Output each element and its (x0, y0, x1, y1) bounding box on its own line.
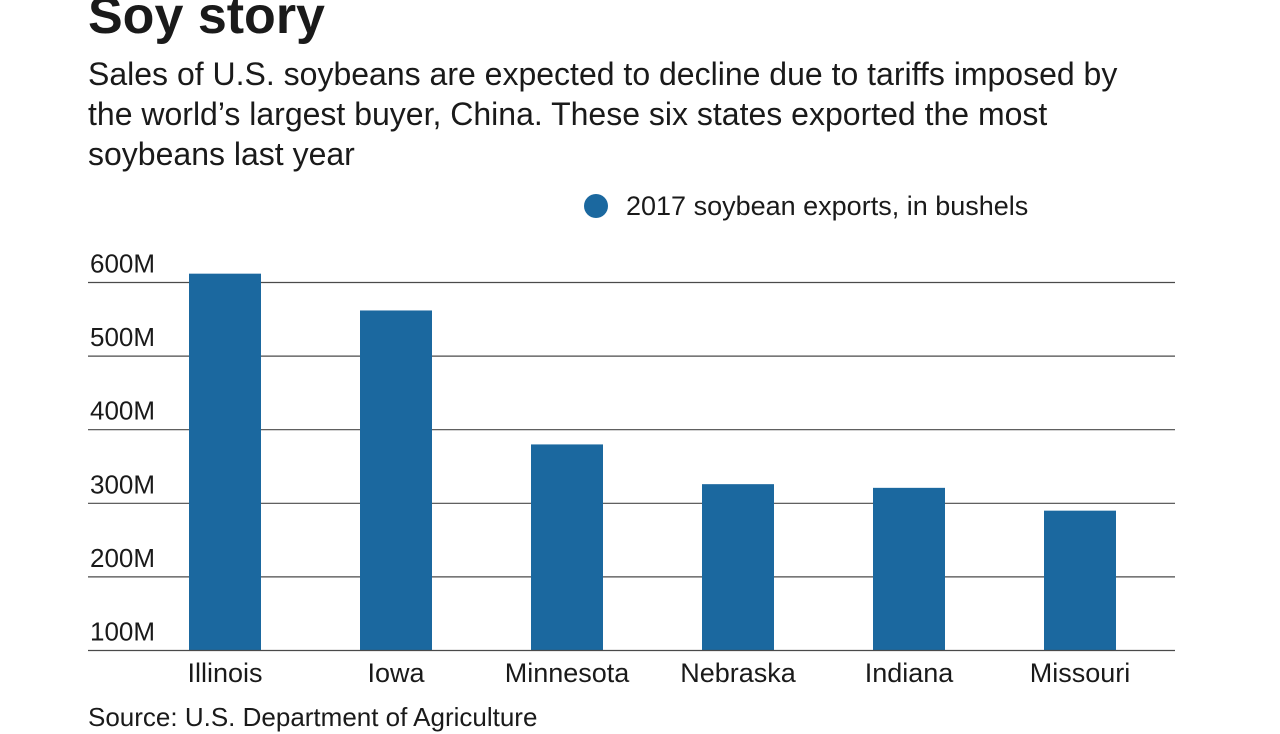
bars (189, 273, 1116, 651)
source-note: Source: U.S. Department of Agriculture (88, 702, 538, 732)
y-tick-label: 400M (90, 396, 155, 426)
y-tick-label: 500M (90, 322, 155, 352)
chart-subtitle: Sales of U.S. soybeans are expected to d… (88, 56, 1118, 172)
legend: 2017 soybean exports, in bushels (584, 186, 1028, 226)
bar-nebraska (702, 484, 774, 651)
bar-minnesota (531, 444, 603, 651)
y-tick-label: 200M (90, 543, 155, 573)
gridlines (88, 281, 1175, 578)
x-category-label: Nebraska (680, 658, 797, 688)
x-category-label: Minnesota (505, 658, 631, 688)
x-axis-labels: Illinois Iowa Minnesota Nebraska Indiana Miss… (187, 658, 1130, 688)
y-tick-label: 600M (90, 249, 155, 279)
legend-swatch (584, 194, 608, 218)
chart-title: Soy story (88, 0, 325, 45)
bar-indiana (873, 487, 945, 651)
x-category-label: Indiana (865, 658, 955, 688)
bar-iowa (360, 310, 432, 651)
legend-label: 2017 soybean exports, in bushels (626, 190, 1029, 221)
x-category-label: Illinois (187, 658, 262, 688)
x-category-label: Iowa (367, 658, 425, 688)
y-tick-label: 300M (90, 469, 155, 499)
bar-missouri (1044, 510, 1116, 651)
bar-illinois (189, 273, 261, 651)
y-axis-ticks: 100M 200M 300M 400M 500M 600M (90, 249, 155, 647)
x-category-label: Missouri (1030, 658, 1131, 688)
y-tick-label: 100M (90, 617, 155, 647)
